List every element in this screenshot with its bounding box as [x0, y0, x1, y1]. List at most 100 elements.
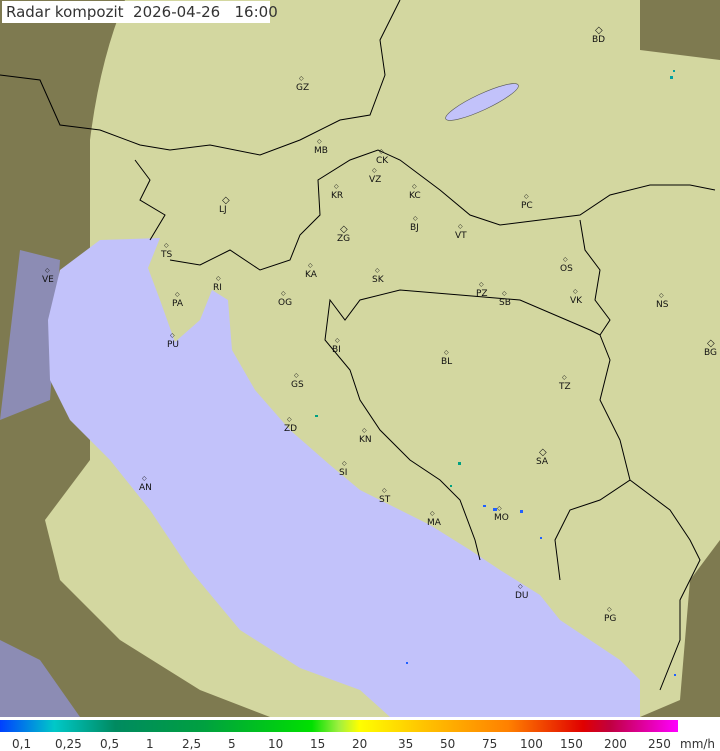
city-label: SK [372, 275, 384, 285]
radar-map[interactable] [0, 0, 720, 717]
city-label: KA [305, 270, 317, 280]
city-marker: ◇ [317, 138, 322, 145]
city-label: PG [604, 614, 617, 624]
city-marker: ◇ [562, 374, 567, 381]
city-marker: ◇ [281, 290, 286, 297]
city-marker: ◇ [372, 167, 377, 174]
city-marker: ◇ [170, 332, 175, 339]
city-label: GS [291, 380, 304, 390]
adriatic-sea [48, 238, 640, 717]
city-label: LJ [219, 205, 227, 215]
legend-label: 20 [352, 737, 368, 751]
city-marker: ◇ [479, 281, 484, 288]
legend-label: 75 [482, 737, 498, 751]
legend-label: 2,5 [182, 737, 202, 751]
city-marker: ◇ [299, 75, 304, 82]
city-label: DU [515, 591, 529, 601]
city-marker: ◇ [502, 290, 507, 297]
city-label: OS [560, 264, 573, 274]
city-marker: ◇ [342, 460, 347, 467]
city-label: BI [332, 345, 341, 355]
legend-label: 0,5 [100, 737, 120, 751]
city-label: SB [499, 298, 511, 308]
legend-label: 15 [310, 737, 326, 751]
city-marker: ◇ [458, 223, 463, 230]
city-marker: ◇ [362, 427, 367, 434]
city-marker: ◇ [382, 487, 387, 494]
legend-unit: mm/h [680, 737, 716, 751]
city-label: ST [379, 495, 391, 505]
map-title: Radar kompozit 2026-04-26 16:00 [2, 1, 278, 23]
city-label: VZ [369, 175, 382, 185]
city-label: PZ [476, 289, 488, 299]
city-marker: ◇ [222, 195, 230, 206]
lake-balaton [445, 83, 519, 121]
city-marker: ◇ [524, 193, 529, 200]
city-marker: ◇ [287, 416, 292, 423]
city-marker: ◇ [413, 215, 418, 222]
city-label: PC [521, 201, 533, 211]
legend-label: 0,1 [12, 737, 32, 751]
city-marker: ◇ [659, 292, 664, 299]
city-marker: ◇ [430, 510, 435, 517]
city-marker: ◇ [142, 475, 147, 482]
legend-label: 50 [440, 737, 456, 751]
city-label: MO [494, 513, 509, 523]
city-label: GZ [296, 83, 310, 93]
legend-label: 35 [398, 737, 414, 751]
precipitation-color-scale [0, 720, 678, 732]
legend-label: 200 [604, 737, 627, 751]
city-label: SI [339, 468, 348, 478]
city-label: AN [139, 483, 152, 493]
city-label: VT [455, 231, 467, 241]
city-label: OG [278, 298, 293, 308]
city-marker: ◇ [518, 583, 523, 590]
city-label: BJ [410, 223, 419, 233]
city-label: BL [441, 357, 453, 367]
legend-label: 5 [228, 737, 236, 751]
city-label: BG [704, 348, 717, 358]
city-marker: ◇ [164, 242, 169, 249]
city-marker: ◇ [607, 606, 612, 613]
city-label: VE [42, 275, 54, 285]
legend-label: 100 [520, 737, 543, 751]
legend-label: 250 [648, 737, 671, 751]
city-marker: ◇ [334, 183, 339, 190]
city-marker: ◇ [497, 505, 502, 512]
legend-label: 10 [268, 737, 284, 751]
city-label: TS [161, 250, 173, 260]
city-label: RI [213, 283, 222, 293]
city-marker: ◇ [45, 267, 50, 274]
city-label: KN [359, 435, 372, 445]
city-marker: ◇ [216, 275, 221, 282]
precipitation-echoes [315, 70, 676, 676]
city-label: PU [167, 340, 180, 350]
city-marker: ◇ [308, 262, 313, 269]
legend-label: 0,25 [55, 737, 82, 751]
legend-label: 1 [146, 737, 154, 751]
city-marker: ◇ [294, 372, 299, 379]
city-label: MB [314, 146, 328, 156]
city-label: CK [376, 156, 389, 166]
city-marker: ◇ [595, 25, 603, 36]
city-marker: ◇ [444, 349, 449, 356]
city-marker: ◇ [375, 267, 380, 274]
city-label: MA [427, 518, 441, 528]
city-label: ZG [337, 234, 351, 244]
city-marker: ◇ [340, 224, 348, 235]
city-marker: ◇ [573, 288, 578, 295]
city-marker: ◇ [379, 148, 384, 155]
city-label: KC [409, 191, 421, 201]
city-label: TZ [559, 382, 571, 392]
city-label: NS [656, 300, 669, 310]
city-marker: ◇ [563, 256, 568, 263]
legend-label: 150 [560, 737, 583, 751]
country-borders [0, 0, 716, 691]
city-marker: ◇ [175, 291, 180, 298]
city-marker: ◇ [539, 447, 547, 458]
sea-outside [0, 250, 80, 717]
city-marker: ◇ [335, 337, 340, 344]
city-marker: ◇ [707, 338, 715, 349]
city-label: VK [570, 296, 583, 306]
